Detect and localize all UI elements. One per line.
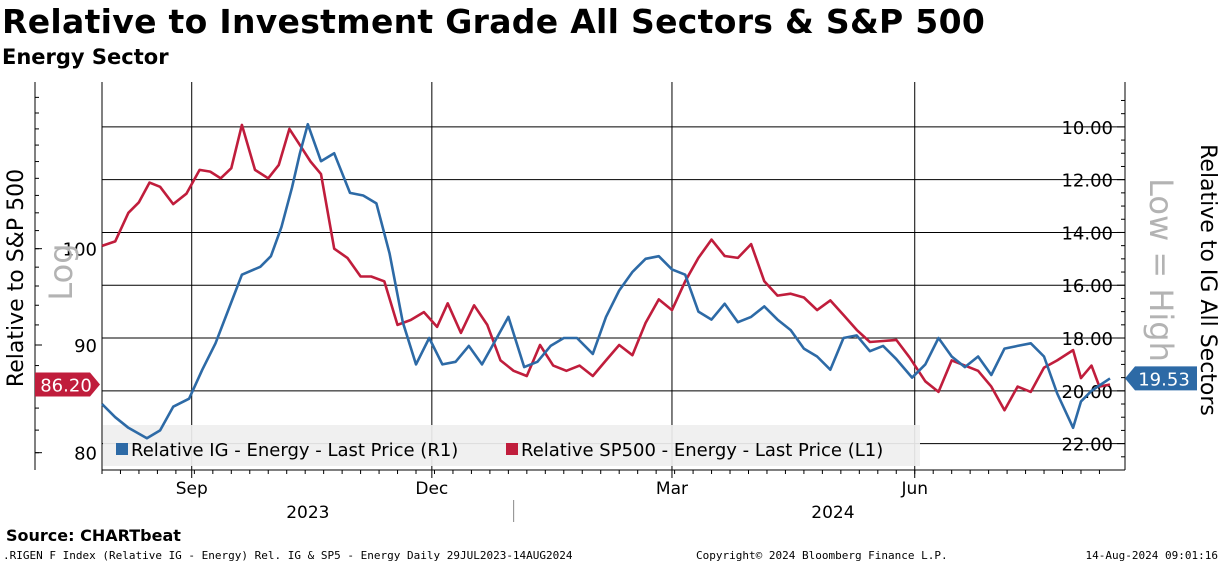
right-tick-label: 10.00 — [1061, 118, 1113, 139]
footer-index-info: .RIGEN F Index (Relative IG - Energy) Re… — [3, 549, 573, 562]
left-axis-label: Relative to S&P 500 — [4, 169, 29, 387]
right-tick-label: 18.00 — [1061, 329, 1113, 350]
legend-label-sp500: Relative SP500 - Energy - Last Price (L1… — [521, 440, 883, 461]
ig-last-value-label: 19.53 — [1138, 369, 1190, 390]
legend-swatch-ig — [116, 443, 128, 455]
left-tick-label: 90 — [74, 336, 97, 357]
ig-last-value-badge — [1125, 366, 1197, 391]
left-axis: 80 90 100 Relative to S&P 500 — [4, 82, 103, 470]
left-tick-label: 80 — [74, 444, 97, 465]
x-tick-label: Mar — [656, 479, 688, 499]
footer-copyright: Copyright© 2024 Bloomberg Finance L.P. — [696, 549, 948, 562]
year-label: 2024 — [811, 503, 854, 523]
source-label: Source: CHARTbeat — [6, 526, 181, 545]
x-tick-label: Dec — [415, 479, 448, 499]
right-axis-label: Relative to IG All Sectors — [1195, 144, 1220, 416]
series-line-sp500 — [101, 123, 1111, 412]
year-label: 2023 — [286, 503, 329, 523]
x-tick-label: Sep — [176, 479, 208, 499]
x-tick-label: Jun — [900, 479, 928, 499]
chart-subtitle: Energy Sector — [2, 45, 169, 69]
footer-timestamp: 14-Aug-2024 09:01:16 — [1085, 549, 1218, 562]
log-scale-watermark: Log — [42, 243, 80, 300]
sp500-last-value-badge — [35, 372, 100, 397]
right-tick-label: 14.00 — [1061, 223, 1113, 244]
series-lines — [101, 122, 1111, 440]
sp500-last-value-label: 86.20 — [40, 375, 92, 396]
right-axis: 10.0012.0014.0016.0018.0020.0022.00Relat… — [1061, 82, 1220, 470]
legend: Relative IG - Energy - Last Price (R1) Re… — [103, 425, 920, 466]
right-tick-label: 12.00 — [1061, 171, 1113, 192]
gridlines — [102, 82, 1125, 470]
x-axis: Sep Dec Mar Jun 2023 2024 — [101, 469, 1125, 523]
legend-label-ig: Relative IG - Energy - Last Price (R1) — [131, 440, 458, 461]
left-tick-label: 100 — [63, 240, 97, 261]
series-line-ig — [101, 122, 1111, 440]
inverted-scale-watermark: Low = High — [1142, 178, 1180, 362]
last-value-badges: 19.53 86.20 — [35, 366, 1197, 397]
chart-title: Relative to Investment Grade All Sectors… — [2, 2, 986, 41]
watermarks: Log Low = High — [42, 178, 1180, 362]
right-tick-label: 22.00 — [1061, 435, 1113, 456]
right-tick-label: 16.00 — [1061, 276, 1113, 297]
legend-swatch-sp500 — [506, 443, 518, 455]
